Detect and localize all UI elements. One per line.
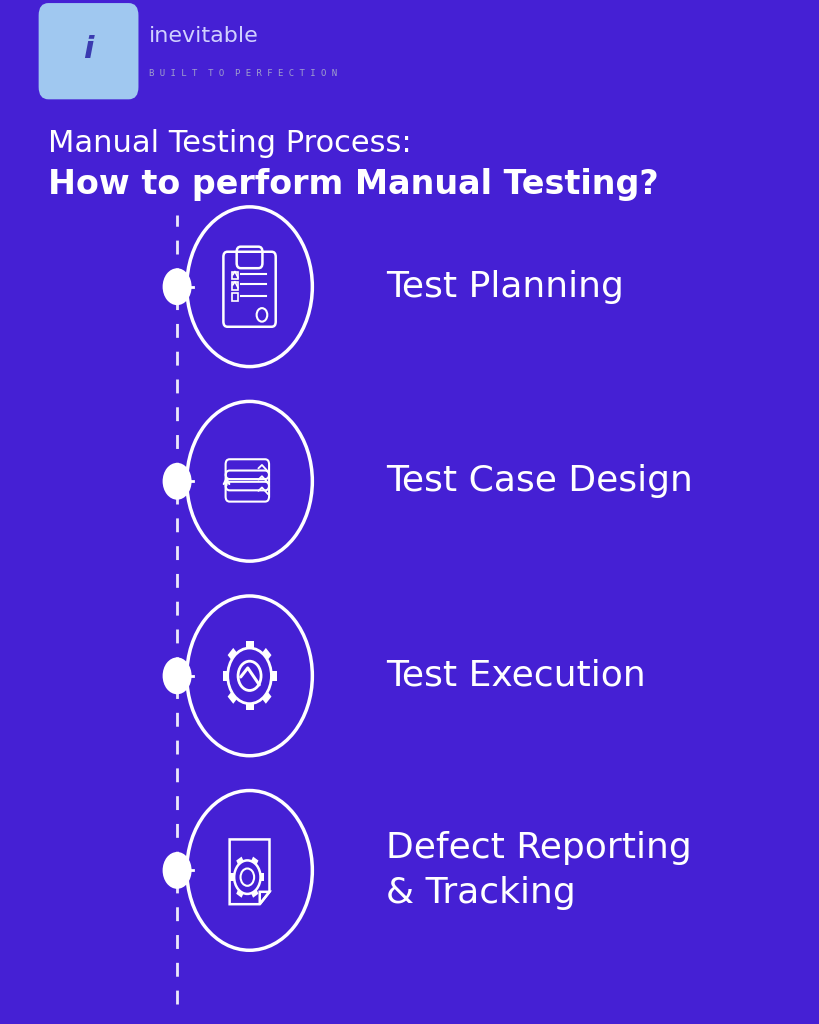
Polygon shape: [246, 641, 254, 649]
Circle shape: [163, 657, 192, 694]
Polygon shape: [228, 648, 238, 660]
Polygon shape: [251, 857, 259, 865]
Circle shape: [163, 463, 192, 500]
Polygon shape: [271, 671, 277, 681]
Circle shape: [163, 852, 192, 889]
Circle shape: [163, 268, 192, 305]
Polygon shape: [236, 857, 243, 865]
Text: Defect Reporting
& Tracking: Defect Reporting & Tracking: [387, 831, 692, 909]
Bar: [232, 283, 238, 290]
Polygon shape: [223, 671, 229, 681]
Polygon shape: [251, 890, 259, 898]
Polygon shape: [260, 873, 265, 881]
Polygon shape: [262, 648, 272, 660]
Text: Test Case Design: Test Case Design: [387, 464, 693, 499]
Bar: [232, 272, 238, 280]
Circle shape: [234, 860, 260, 894]
Polygon shape: [230, 873, 234, 881]
Text: Manual Testing Process:: Manual Testing Process:: [48, 129, 412, 158]
Text: Test Planning: Test Planning: [387, 269, 624, 304]
Polygon shape: [246, 702, 254, 711]
Text: Test Execution: Test Execution: [387, 658, 646, 693]
Text: inevitable: inevitable: [149, 26, 259, 46]
Polygon shape: [228, 691, 238, 703]
Text: How to perform Manual Testing?: How to perform Manual Testing?: [48, 168, 659, 201]
Text: B U I L T  T O  P E R F E C T I O N: B U I L T T O P E R F E C T I O N: [149, 70, 337, 78]
Polygon shape: [262, 691, 272, 703]
Text: i: i: [84, 35, 94, 63]
FancyBboxPatch shape: [38, 3, 138, 99]
Bar: [232, 294, 238, 301]
Polygon shape: [236, 890, 243, 898]
Circle shape: [228, 648, 271, 703]
